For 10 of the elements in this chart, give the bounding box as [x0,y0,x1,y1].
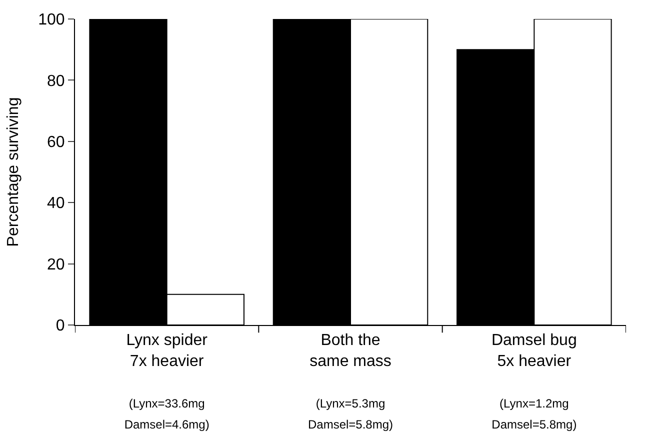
category-label: Damsel bug 5x heavier (Lynx=1.2mg Damsel=5.8mg) [491,332,577,432]
y-axis-title: Percentage surviving [4,97,22,247]
y-tick-label: 80 [47,72,65,90]
category-label: Lynx spider 7x heavier (Lynx=33.6mg Damsel=4.6mg) [124,332,210,432]
y-tick-label: 60 [47,134,65,151]
y-tick-label: 0 [56,318,65,335]
category-label: Both the same mass (Lynx=5.3mg Damsel=5.8mg) [308,332,394,432]
y-tick-label: 40 [47,195,65,212]
y-tick-label: 100 [38,12,65,29]
y-tick-label: 20 [47,256,65,274]
